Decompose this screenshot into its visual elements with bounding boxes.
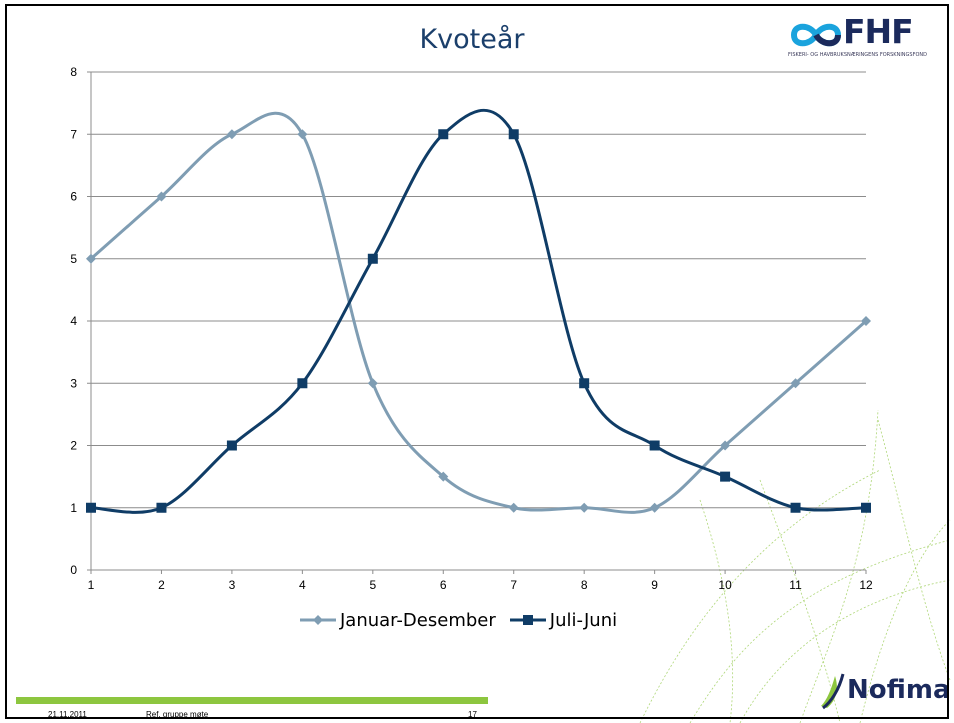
data-point-series-1 xyxy=(297,129,308,140)
data-point-series-2 xyxy=(297,378,308,389)
y-tick-label: 8 xyxy=(70,65,77,79)
data-point-series-2 xyxy=(86,502,96,513)
data-point-series-2 xyxy=(720,471,731,482)
x-tick-label: 2 xyxy=(158,578,165,592)
data-point-series-1 xyxy=(790,378,801,389)
y-tick-label: 1 xyxy=(70,501,77,515)
series xyxy=(86,108,871,514)
x-tick-label: 12 xyxy=(859,578,873,592)
legend-label-series-1: Januar-Desember xyxy=(340,609,496,631)
x-tick-label: 8 xyxy=(581,578,588,592)
data-point-series-1 xyxy=(649,502,660,513)
data-point-series-1 xyxy=(367,378,378,389)
data-point-series-2 xyxy=(156,502,167,513)
fhf-logo: FHF FISKERI- OG HAVBRUKSNÆRINGENS FORSKN… xyxy=(786,12,950,64)
data-point-series-1 xyxy=(508,502,519,513)
y-tick-label: 0 xyxy=(70,563,77,577)
x-tick-label: 10 xyxy=(718,578,732,592)
y-tick-label: 4 xyxy=(70,314,77,328)
fhf-logo-subtitle: FISKERI- OG HAVBRUKSNÆRINGENS FORSKNINGS… xyxy=(788,52,927,58)
data-point-series-2 xyxy=(226,440,237,451)
x-tick-label: 4 xyxy=(299,578,306,592)
legend-item-series-1: Januar-Desember xyxy=(300,610,496,631)
data-point-series-1 xyxy=(438,471,449,482)
data-point-series-2 xyxy=(861,502,871,513)
nofima-logo-text: Nofima xyxy=(847,675,951,705)
square-marker-icon xyxy=(509,615,546,625)
data-point-series-2 xyxy=(649,440,660,451)
x-tick-labels: 1 2 3 4 5 6 7 8 9 10 11 12 xyxy=(88,578,873,592)
x-tick-label: 1 xyxy=(88,578,95,592)
page-number: 17 xyxy=(468,710,477,719)
y-tick-labels: 0 1 2 3 4 5 6 7 8 xyxy=(70,65,77,577)
x-tick-label: 9 xyxy=(651,578,658,592)
x-tick-label: 11 xyxy=(789,578,802,592)
footer-date: 21.11.2011 xyxy=(48,710,87,719)
legend-item-series-2: Juli-Juni xyxy=(509,609,618,631)
footer-bar xyxy=(16,697,488,704)
series-line-2 xyxy=(90,108,867,514)
legend-label-series-2: Juli-Juni xyxy=(549,609,618,631)
data-point-series-2 xyxy=(579,378,590,389)
nofima-logo: Nofima xyxy=(817,670,951,716)
gridlines xyxy=(91,71,866,509)
y-tick-label: 3 xyxy=(70,376,77,390)
data-point-series-1 xyxy=(156,191,167,202)
y-tick-label: 2 xyxy=(70,439,77,453)
y-tick-label: 5 xyxy=(70,252,77,266)
y-tick-label: 6 xyxy=(70,190,77,204)
data-point-series-1 xyxy=(579,502,590,513)
diamond-marker-icon xyxy=(300,615,336,625)
data-point-series-2 xyxy=(438,129,449,140)
chart-title: Kvoteår xyxy=(419,24,525,55)
x-tick-label: 3 xyxy=(229,578,236,592)
data-point-series-2 xyxy=(508,129,519,140)
series-line-1 xyxy=(90,111,867,514)
x-tick-label: 5 xyxy=(369,578,376,592)
footer-reference: Ref. gruppe møte xyxy=(146,710,209,719)
y-tick-label: 7 xyxy=(70,127,77,141)
x-tick-label: 6 xyxy=(440,578,447,592)
data-point-series-2 xyxy=(367,253,378,264)
chart-legend: Januar-Desember Juli-Juni xyxy=(300,608,631,632)
infinity-logo-icon xyxy=(790,23,842,47)
fhf-logo-text: FHF xyxy=(843,12,914,51)
data-point-series-2 xyxy=(790,502,801,513)
data-point-series-1 xyxy=(720,440,731,451)
leaf-logo-icon xyxy=(821,673,845,710)
data-point-series-1 xyxy=(861,316,871,326)
data-point-series-1 xyxy=(226,129,237,140)
data-point-series-1 xyxy=(86,253,96,264)
x-tick-label: 7 xyxy=(510,578,517,592)
